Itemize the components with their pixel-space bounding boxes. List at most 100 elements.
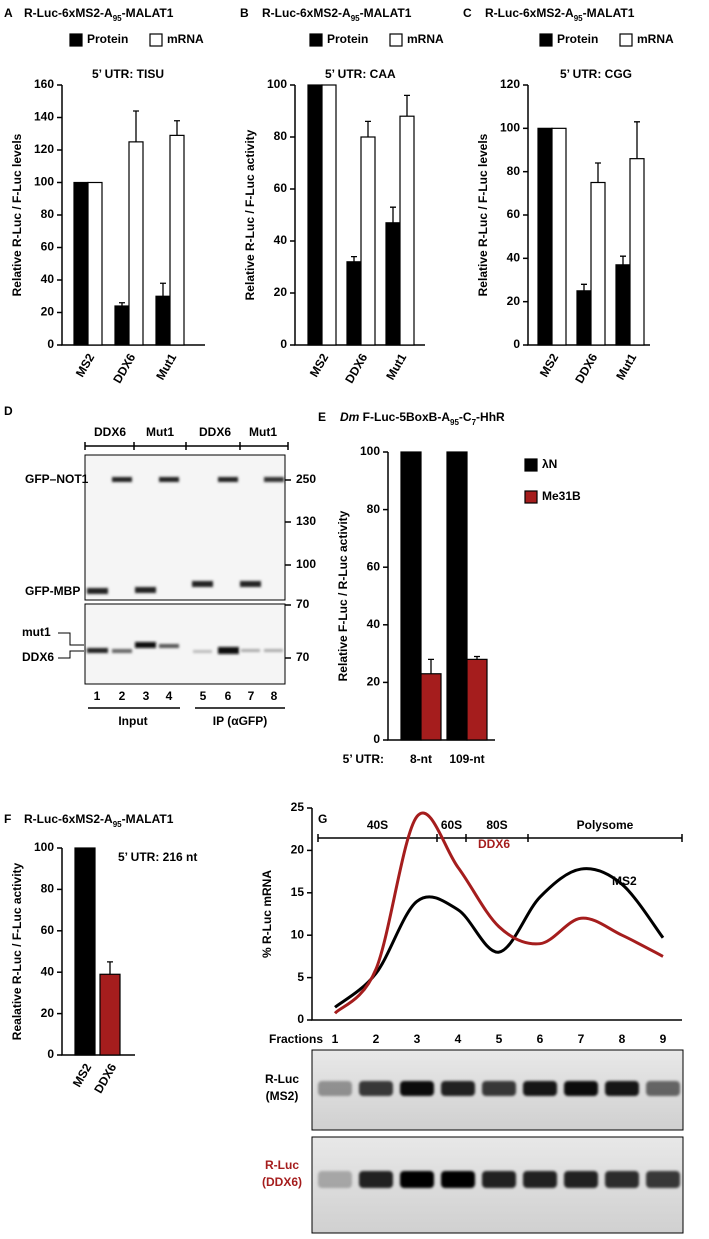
- band: [564, 1171, 598, 1188]
- band: [646, 1081, 680, 1096]
- region-label: 80S: [486, 818, 507, 832]
- legend-swatch: [389, 33, 403, 47]
- title-part: 95: [450, 418, 459, 427]
- marker: 250: [296, 472, 316, 486]
- title-part: Dm: [340, 410, 360, 424]
- y-tick-label: 0: [513, 337, 520, 351]
- y-tick-label: 100: [500, 121, 520, 135]
- title-part: R-Luc-6xMS2-A: [485, 6, 574, 20]
- axis: [61, 848, 135, 1056]
- y-tick-label: 0: [47, 1047, 54, 1061]
- row-label: (DDX6): [262, 1175, 302, 1189]
- y-tick-label: 20: [367, 675, 381, 689]
- panel-label: B: [240, 6, 249, 20]
- lane-number: 2: [119, 689, 126, 703]
- legend-label: Me31B: [542, 489, 581, 503]
- bar: [360, 136, 376, 346]
- bar: [169, 134, 185, 346]
- bar: [307, 84, 323, 346]
- y-tick-label: 100: [34, 175, 54, 189]
- annotation: 5’ UTR: TISU: [92, 67, 164, 81]
- bar: [385, 222, 401, 346]
- title-part: -MALAT1: [583, 6, 635, 20]
- error-bar: [595, 162, 601, 183]
- chart-title: R-Luc-6xMS2-A95-MALAT1: [24, 812, 174, 828]
- band: [400, 1081, 434, 1096]
- band-label: DDX6: [22, 650, 54, 664]
- y-tick-label: 40: [41, 272, 55, 286]
- y-tick-label: 25: [291, 800, 305, 814]
- x-tick-label: MS2: [73, 351, 98, 380]
- annotation: 5’ UTR: CGG: [560, 67, 632, 81]
- legend-swatch: [309, 33, 323, 47]
- bar: [73, 181, 89, 346]
- group-label: IP (αGFP): [213, 714, 268, 728]
- panel-label: G: [318, 812, 327, 826]
- y-tick-label: 0: [297, 1012, 304, 1026]
- legend-swatch: [69, 33, 83, 47]
- x-tick-label: 1: [332, 1032, 339, 1046]
- error-bar: [581, 283, 587, 291]
- y-tick-label: 80: [274, 129, 288, 143]
- marker-tick: [285, 479, 291, 659]
- x-tick-label: 4: [455, 1032, 462, 1046]
- y-tick-label: 80: [41, 882, 55, 896]
- row-label: (MS2): [266, 1089, 299, 1103]
- row-label: R-Luc: [265, 1072, 299, 1086]
- bar: [87, 181, 103, 346]
- band-pointer: [58, 632, 84, 659]
- title-part: 95: [351, 14, 360, 23]
- chart-title: Dm F-Luc-5BoxB-A95-C7-HhR: [340, 410, 505, 426]
- y-tick-label: 60: [507, 207, 521, 221]
- y-axis-label: Relative R-Luc / F-Luc levels: [10, 133, 24, 296]
- x-tick-label: Mut1: [383, 351, 409, 383]
- line: [333, 811, 664, 1015]
- y-tick-label: 80: [507, 164, 521, 178]
- y-tick-label: 15: [291, 885, 305, 899]
- band-label: GFP–NOT1: [25, 472, 89, 486]
- bar: [155, 295, 171, 346]
- bar: [576, 290, 592, 346]
- y-tick-label: 0: [47, 337, 54, 351]
- marker: 130: [296, 514, 316, 528]
- x-tick-label: MS2: [537, 351, 562, 380]
- y-tick-label: 40: [507, 251, 521, 265]
- y-tick-label: 60: [41, 240, 55, 254]
- series-label: DDX6: [478, 837, 510, 851]
- band: [318, 1081, 352, 1096]
- error-bar: [365, 120, 371, 137]
- bar: [321, 84, 337, 346]
- y-tick-label: 0: [280, 337, 287, 351]
- y-tick-label: 100: [360, 444, 380, 458]
- y-tick-label: 40: [274, 233, 288, 247]
- title-part: -HhR: [476, 410, 505, 424]
- y-tick-label: 20: [41, 305, 55, 319]
- x-tick-label: DDX6: [342, 351, 370, 386]
- annotation: 5’ UTR: CAA: [325, 67, 396, 81]
- band-label: mut1: [22, 625, 51, 639]
- error-bar: [107, 961, 113, 975]
- y-tick-label: 140: [34, 110, 54, 124]
- band: [605, 1171, 639, 1188]
- error-bar: [174, 120, 180, 136]
- y-tick-label: 20: [274, 285, 288, 299]
- y-axis-label: Realative R-Luc / F-Luc activity: [10, 862, 24, 1040]
- panel-label: F: [4, 812, 11, 826]
- y-tick-label: 100: [34, 840, 54, 854]
- title-part: R-Luc-6xMS2-A: [24, 812, 113, 826]
- band: [523, 1081, 557, 1096]
- x-tick-label: MS2: [307, 351, 332, 380]
- band: [482, 1081, 516, 1096]
- bar: [615, 264, 631, 346]
- bar: [400, 451, 422, 741]
- error-bar: [404, 94, 410, 117]
- legend-label: λN: [542, 457, 557, 471]
- lane-header: DDX6: [199, 425, 231, 439]
- bands: [318, 1081, 680, 1188]
- blot-g: R-Luc (MS2) R-Luc (DDX6): [262, 1049, 684, 1234]
- title-part: -C: [459, 410, 472, 424]
- title-part: 95: [113, 14, 122, 23]
- y-tick-label: 100: [267, 77, 287, 91]
- lane-number: 1: [94, 689, 101, 703]
